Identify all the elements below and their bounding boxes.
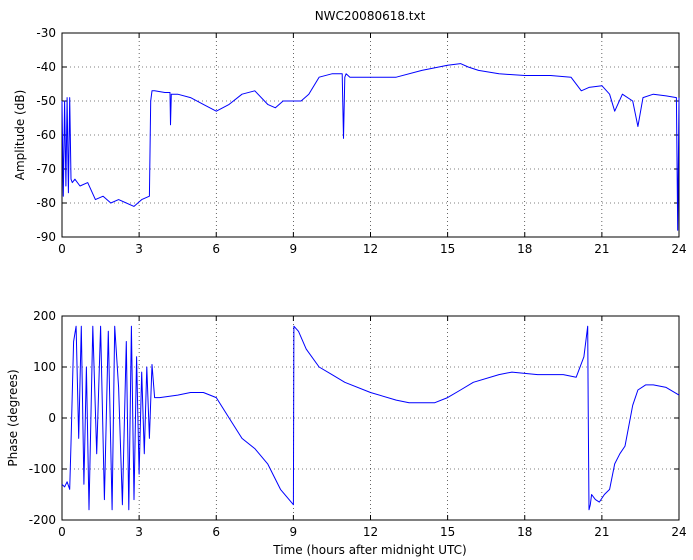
amplitude-x-tick-label: 21 xyxy=(594,242,609,256)
phase-y-tick-label: 0 xyxy=(48,411,56,425)
amplitude-tick-labels: 0 3 6 9 12 15 18 21 24 -30 -40 -50 -60 -70 -80 -90 xyxy=(36,26,686,256)
phase-y-tick-label: -200 xyxy=(29,513,56,527)
chart-title: NWC20080618.txt xyxy=(315,9,426,23)
amplitude-ticks xyxy=(61,32,680,238)
amplitude-x-tick-label: 15 xyxy=(440,242,455,256)
phase-x-tick-label: 21 xyxy=(594,525,609,539)
amplitude-y-tick-label: -80 xyxy=(36,196,56,210)
amplitude-plot: 0 3 6 9 12 15 18 21 24 -30 -40 -50 -60 -70 -80 -90 Ampl… xyxy=(13,26,687,256)
phase-y-axis-label: Phase (degrees) xyxy=(6,369,20,466)
amplitude-y-tick-label: -60 xyxy=(36,128,56,142)
phase-plot: 0 3 6 9 12 15 18 21 24 200 100 0 -100 -200 Phase (deg… xyxy=(6,309,687,557)
amplitude-x-tick-label: 9 xyxy=(290,242,298,256)
phase-x-tick-label: 18 xyxy=(517,525,532,539)
amplitude-y-tick-label: -40 xyxy=(36,60,56,74)
amplitude-series-line xyxy=(61,63,680,231)
phase-series-line xyxy=(61,325,680,511)
amplitude-x-tick-label: 0 xyxy=(58,242,66,256)
phase-grid xyxy=(62,316,679,520)
phase-tick-labels: 0 3 6 9 12 15 18 21 24 200 100 0 -100 -200 xyxy=(29,309,687,539)
amplitude-y-axis-label: Amplitude (dB) xyxy=(13,90,27,181)
phase-x-tick-label: 15 xyxy=(440,525,455,539)
amplitude-y-tick-label: -30 xyxy=(36,26,56,40)
amplitude-grid xyxy=(62,33,679,237)
amplitude-x-tick-label: 3 xyxy=(135,242,143,256)
amplitude-x-tick-label: 12 xyxy=(363,242,378,256)
amplitude-x-tick-label: 18 xyxy=(517,242,532,256)
phase-x-tick-label: 3 xyxy=(135,525,143,539)
phase-x-tick-label: 0 xyxy=(58,525,66,539)
phase-x-tick-label: 9 xyxy=(290,525,298,539)
amplitude-x-tick-label: 6 xyxy=(212,242,220,256)
phase-x-tick-label: 6 xyxy=(212,525,220,539)
amplitude-x-tick-label: 24 xyxy=(671,242,686,256)
amplitude-y-tick-label: -70 xyxy=(36,162,56,176)
phase-y-tick-label: -100 xyxy=(29,462,56,476)
phase-y-tick-label: 100 xyxy=(33,360,56,374)
phase-x-axis-label: Time (hours after midnight UTC) xyxy=(272,543,466,557)
amplitude-y-tick-label: -50 xyxy=(36,94,56,108)
phase-x-tick-label: 12 xyxy=(363,525,378,539)
phase-x-tick-label: 24 xyxy=(671,525,686,539)
amplitude-y-tick-label: -90 xyxy=(36,230,56,244)
phase-ticks xyxy=(61,315,680,521)
phase-y-tick-label: 200 xyxy=(33,309,56,323)
